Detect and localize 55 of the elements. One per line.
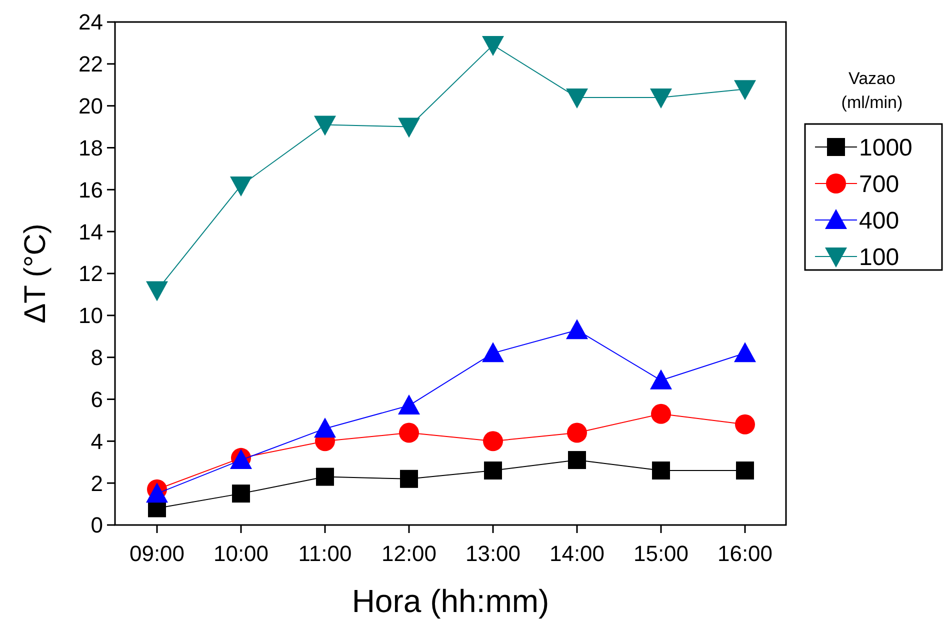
point	[482, 342, 504, 362]
point	[650, 369, 672, 390]
y-tick-label: 18	[78, 135, 103, 160]
x-tick-label: 16:00	[717, 541, 773, 566]
y-tick-label: 2	[90, 470, 103, 496]
point	[316, 468, 334, 486]
point	[484, 462, 502, 480]
point	[398, 118, 420, 138]
y-axis-title: ΔT (°C)	[19, 224, 52, 324]
x-tick-label: 10:00	[213, 541, 269, 566]
point	[651, 404, 671, 424]
x-tick-label: 14:00	[549, 541, 605, 566]
y-tick-label: 14	[78, 219, 103, 244]
y-tick-label: 20	[78, 94, 103, 119]
point	[652, 462, 670, 480]
y-tick-label: 12	[78, 261, 103, 286]
point	[734, 80, 756, 100]
point	[146, 281, 168, 302]
point	[314, 418, 336, 438]
point	[566, 319, 588, 340]
y-tick-label: 24	[78, 10, 103, 35]
legend-label: 1000	[859, 134, 912, 162]
point	[734, 342, 756, 362]
point	[399, 422, 419, 443]
x-tick-label: 15:00	[633, 541, 689, 566]
y-tick-label: 16	[78, 177, 103, 202]
point	[146, 482, 168, 503]
point	[568, 451, 586, 470]
legend-title: Vazao (ml/min)	[841, 69, 903, 112]
y-tick-label: 10	[78, 303, 103, 328]
x-tick-label: 09:00	[129, 541, 185, 566]
point	[736, 462, 754, 480]
legend-label: 400	[859, 207, 900, 234]
legend-label: 700	[859, 170, 900, 198]
point	[482, 36, 504, 56]
point	[567, 422, 587, 443]
point	[314, 116, 336, 136]
point	[400, 470, 418, 488]
y-tick-label: 22	[78, 52, 103, 77]
y-tick-label: 8	[90, 345, 103, 370]
legend-label: 100	[859, 244, 900, 271]
x-tick-label: 11:00	[298, 541, 352, 566]
x-tick-label: 13:00	[465, 541, 521, 566]
point	[735, 414, 755, 434]
point	[232, 484, 250, 503]
point	[566, 88, 588, 108]
point	[650, 88, 672, 108]
point	[398, 394, 420, 415]
y-tick-label: 0	[90, 512, 103, 538]
point	[483, 431, 503, 452]
y-tick-label: 4	[90, 428, 103, 454]
y-tick-label: 6	[90, 386, 103, 412]
point	[230, 176, 252, 196]
x-axis-title: Hora (hh:mm)	[352, 583, 550, 619]
x-tick-label: 12:00	[381, 541, 437, 566]
